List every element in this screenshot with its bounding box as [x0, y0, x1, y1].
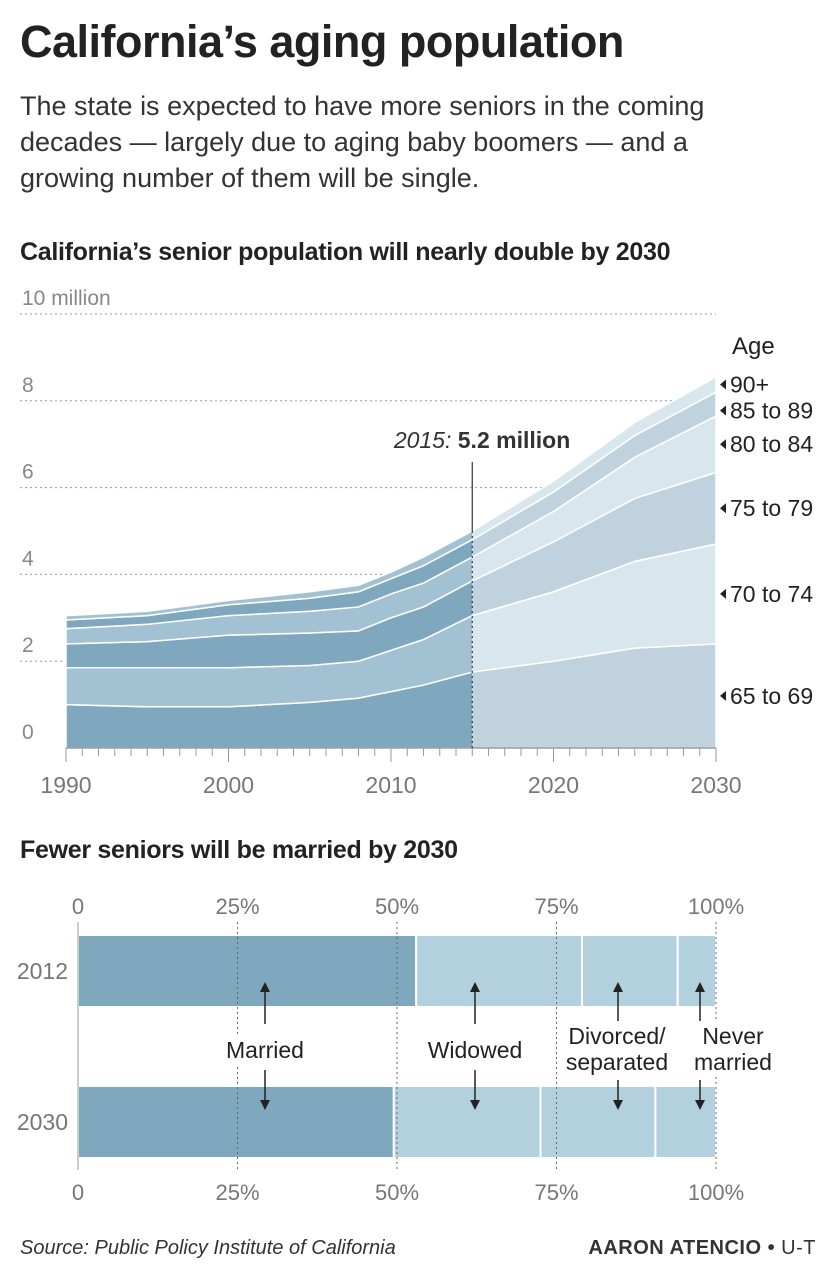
- area-chart-title: California’s senior population will near…: [20, 238, 671, 266]
- series-label-background: [561, 1021, 673, 1077]
- legend-pointer: [720, 379, 726, 390]
- bar-segment-widowed: [392, 1085, 542, 1159]
- arrow-up-icon: [613, 982, 623, 992]
- x-tick-label: 2000: [203, 772, 254, 798]
- series-label-background: [423, 1035, 527, 1065]
- bar-segment-never-married: [654, 1085, 718, 1159]
- annotation-label: 2015:: [393, 427, 458, 453]
- page-subtitle: The state is expected to have more senio…: [20, 91, 705, 193]
- source-note: Source: Public Policy Institute of Calif…: [20, 1237, 396, 1259]
- series-label: Widowed: [428, 1037, 523, 1063]
- series-label-line: married: [694, 1049, 772, 1075]
- x-tick-label-bottom: 75%: [534, 1180, 578, 1205]
- legend-label: 80 to 84: [730, 431, 813, 457]
- arrow-up-icon: [260, 982, 270, 992]
- y-tick-label: 4: [22, 547, 34, 570]
- series-label: Divorced/separated: [566, 1023, 668, 1075]
- x-tick-label: 2010: [365, 772, 416, 798]
- legend-pointer: [720, 690, 726, 701]
- legend-label: 90+: [730, 372, 769, 398]
- y-tick-label: 8: [22, 374, 34, 397]
- arrow-up-icon: [695, 982, 705, 992]
- bar-segment-divorced-separated: [581, 934, 679, 1008]
- series-label-line: separated: [566, 1049, 668, 1075]
- byline: AARON ATENCIO • U-T: [588, 1237, 816, 1260]
- annotation-value: 5.2 million: [458, 427, 570, 453]
- arrow-down-icon: [470, 1100, 480, 1110]
- series-label-background: [222, 1035, 308, 1065]
- category-label: 2012: [17, 958, 68, 984]
- x-tick-label-top: 100%: [688, 894, 744, 919]
- series-label-background: [690, 1021, 776, 1077]
- bar-segment-married: [77, 1085, 395, 1159]
- area-band-90--historical: [65, 530, 473, 621]
- x-tick-label-bottom: 100%: [688, 1180, 744, 1205]
- bar-segment-married: [77, 934, 418, 1008]
- bar-chart-title: Fewer seniors will be married by 2030: [20, 836, 458, 864]
- byline-separator: •: [761, 1237, 782, 1259]
- senior-population-area-chart: 0 2 4 6 8 10 million 1990 2000 2010 2020 2030 2015:…: [20, 287, 813, 798]
- y-tick-label: 2: [22, 634, 34, 657]
- legend-title: Age: [732, 333, 775, 360]
- x-tick-label-top: 75%: [534, 894, 578, 919]
- x-tick-label-top: 0: [72, 894, 84, 919]
- series-label: Never married: [694, 1023, 772, 1075]
- legend-label: 75 to 79: [730, 495, 813, 521]
- y-tick-label: 6: [22, 461, 34, 484]
- arrow-down-icon: [695, 1100, 705, 1110]
- x-tick-label-bottom: 50%: [375, 1180, 419, 1205]
- byline-organization: U-T: [781, 1237, 816, 1259]
- bar-segment-never-married: [676, 934, 717, 1008]
- bar-segment-widowed: [415, 934, 584, 1008]
- series-label-line: Divorced/: [568, 1023, 666, 1049]
- legend-pointer: [720, 588, 726, 599]
- series-label-line: Never: [702, 1023, 764, 1049]
- arrow-down-icon: [613, 1100, 623, 1110]
- annotation-text: 2015: 5.2 million: [393, 427, 570, 453]
- area-band-90--projected: [472, 375, 717, 541]
- category-label: 2030: [17, 1109, 68, 1135]
- x-tick-label: 2030: [690, 772, 741, 798]
- x-tick-label-top: 50%: [375, 894, 419, 919]
- legend-label: 65 to 69: [730, 683, 813, 709]
- series-label: Married: [226, 1037, 304, 1063]
- y-tick-label: 10 million: [22, 287, 111, 310]
- area-band-75-to-79-projected: [472, 471, 717, 617]
- area-band-70-to-74-projected: [472, 543, 717, 673]
- y-tick-label: 0: [22, 721, 34, 744]
- x-tick-label-top: 25%: [215, 894, 259, 919]
- legend-pointer: [720, 439, 726, 450]
- area-band-85-to-89-projected: [472, 390, 717, 558]
- legend-pointer: [720, 503, 726, 514]
- legend-label: 70 to 74: [730, 581, 813, 607]
- arrow-up-icon: [470, 982, 480, 992]
- area-band-80-to-84-projected: [472, 414, 717, 582]
- x-tick-label-bottom: 0: [72, 1180, 84, 1205]
- legend-label: 85 to 89: [730, 398, 813, 424]
- bar-segment-divorced-separated: [539, 1085, 657, 1159]
- x-tick-label-bottom: 25%: [215, 1180, 259, 1205]
- legend-pointer: [720, 405, 726, 416]
- byline-name: AARON ATENCIO: [588, 1237, 762, 1259]
- arrow-down-icon: [260, 1100, 270, 1110]
- page-title: California’s aging population: [20, 16, 624, 67]
- x-tick-label: 1990: [40, 772, 91, 798]
- x-tick-label: 2020: [528, 772, 579, 798]
